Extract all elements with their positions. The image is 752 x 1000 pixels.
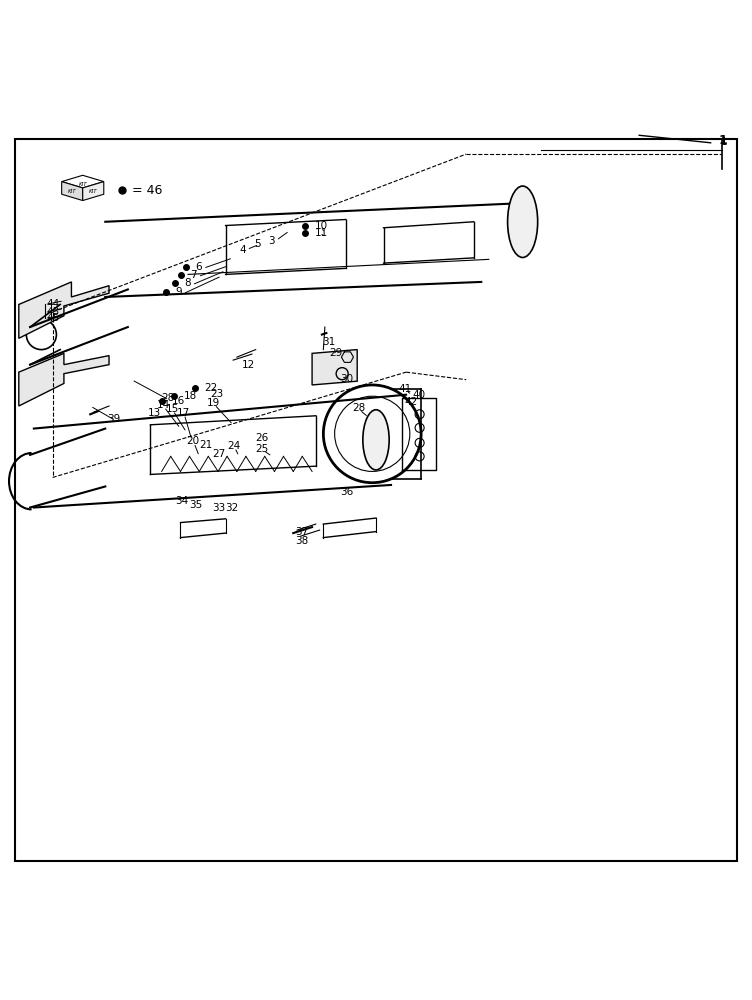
Ellipse shape xyxy=(362,410,390,470)
Polygon shape xyxy=(83,182,104,201)
Text: 3: 3 xyxy=(268,236,275,246)
Text: 39: 39 xyxy=(108,414,121,424)
Text: 21: 21 xyxy=(199,440,213,450)
Text: 15: 15 xyxy=(165,404,179,414)
Text: 6: 6 xyxy=(196,262,202,272)
Text: 18: 18 xyxy=(183,391,197,401)
Text: KIT: KIT xyxy=(78,182,87,187)
Text: = 46: = 46 xyxy=(132,184,162,197)
Text: 1: 1 xyxy=(718,134,727,147)
Text: 27: 27 xyxy=(212,449,226,459)
Text: 5: 5 xyxy=(254,239,261,249)
Text: 25: 25 xyxy=(256,444,269,454)
Polygon shape xyxy=(62,175,104,188)
Text: 22: 22 xyxy=(205,383,218,393)
Text: 1: 1 xyxy=(720,137,727,147)
Text: 28: 28 xyxy=(162,393,175,403)
Text: KIT: KIT xyxy=(89,189,98,194)
Text: 37: 37 xyxy=(295,527,308,537)
Text: 35: 35 xyxy=(190,500,203,510)
Text: 41: 41 xyxy=(399,384,412,394)
Text: 9: 9 xyxy=(175,287,182,297)
Text: 43: 43 xyxy=(47,307,60,317)
Text: 20: 20 xyxy=(186,436,199,446)
Text: 32: 32 xyxy=(226,503,239,513)
Text: 7: 7 xyxy=(190,270,197,280)
Text: 34: 34 xyxy=(175,496,189,506)
Text: 11: 11 xyxy=(314,228,328,238)
Text: 10: 10 xyxy=(314,221,327,231)
Text: 13: 13 xyxy=(147,408,161,418)
Text: 17: 17 xyxy=(177,408,190,418)
Text: 4: 4 xyxy=(239,245,246,255)
Text: 29: 29 xyxy=(329,348,343,358)
Text: 38: 38 xyxy=(295,536,308,546)
Text: 40: 40 xyxy=(412,390,425,400)
Text: 28: 28 xyxy=(352,403,365,413)
Text: 45: 45 xyxy=(47,313,60,323)
Text: 14: 14 xyxy=(156,400,170,410)
Polygon shape xyxy=(19,353,109,406)
Text: 19: 19 xyxy=(207,398,220,408)
Text: 30: 30 xyxy=(341,374,353,384)
Polygon shape xyxy=(312,350,357,385)
Text: 12: 12 xyxy=(242,360,256,370)
Text: 33: 33 xyxy=(212,503,226,513)
Text: 23: 23 xyxy=(211,389,224,399)
Text: 42: 42 xyxy=(405,397,418,407)
Polygon shape xyxy=(19,282,109,338)
Text: 31: 31 xyxy=(322,337,335,347)
Text: 24: 24 xyxy=(227,441,241,451)
Text: KIT: KIT xyxy=(68,189,77,194)
Text: 8: 8 xyxy=(184,278,191,288)
Text: 26: 26 xyxy=(256,433,269,443)
Text: 16: 16 xyxy=(171,396,185,406)
Text: 36: 36 xyxy=(340,487,353,497)
Ellipse shape xyxy=(508,186,538,257)
Text: 44: 44 xyxy=(47,299,60,309)
Polygon shape xyxy=(62,182,83,201)
